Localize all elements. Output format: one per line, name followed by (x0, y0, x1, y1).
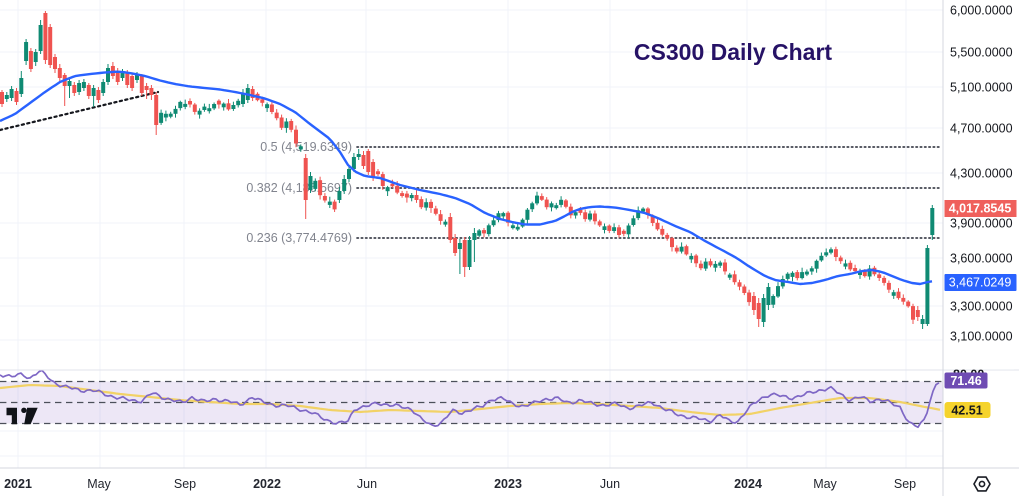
svg-text:Jun: Jun (600, 477, 620, 491)
svg-text:5,100.0000: 5,100.0000 (950, 81, 1013, 95)
svg-text:3,467.0249: 3,467.0249 (949, 276, 1012, 290)
svg-text:5,500.0000: 5,500.0000 (950, 46, 1013, 60)
svg-text:3,600.0000: 3,600.0000 (950, 252, 1013, 266)
svg-text:3,900.0000: 3,900.0000 (950, 217, 1013, 231)
svg-text:3,100.0000: 3,100.0000 (950, 330, 1013, 344)
svg-text:May: May (87, 477, 111, 491)
svg-text:May: May (813, 477, 837, 491)
svg-text:4,300.0000: 4,300.0000 (950, 167, 1013, 181)
svg-text:71.46: 71.46 (950, 374, 981, 388)
svg-text:6,000.0000: 6,000.0000 (950, 4, 1013, 18)
svg-text:Sep: Sep (894, 477, 916, 491)
svg-text:2024: 2024 (734, 477, 762, 491)
svg-text:0.5 (4,519.6349): 0.5 (4,519.6349) (260, 140, 352, 154)
svg-text:2022: 2022 (253, 477, 281, 491)
svg-text:Sep: Sep (174, 477, 196, 491)
svg-text:0.382 (4,186.5697): 0.382 (4,186.5697) (246, 181, 352, 195)
svg-text:2021: 2021 (4, 477, 32, 491)
svg-text:2023: 2023 (494, 477, 522, 491)
svg-text:3,300.0000: 3,300.0000 (950, 300, 1013, 314)
svg-text:4,017.8545: 4,017.8545 (949, 202, 1012, 216)
svg-text:Jun: Jun (357, 477, 377, 491)
svg-text:4,700.0000: 4,700.0000 (950, 122, 1013, 136)
svg-text:42.51: 42.51 (951, 403, 982, 417)
svg-text:CS300 Daily Chart: CS300 Daily Chart (634, 39, 832, 65)
svg-text:0.236 (3,774.4769): 0.236 (3,774.4769) (246, 231, 352, 245)
